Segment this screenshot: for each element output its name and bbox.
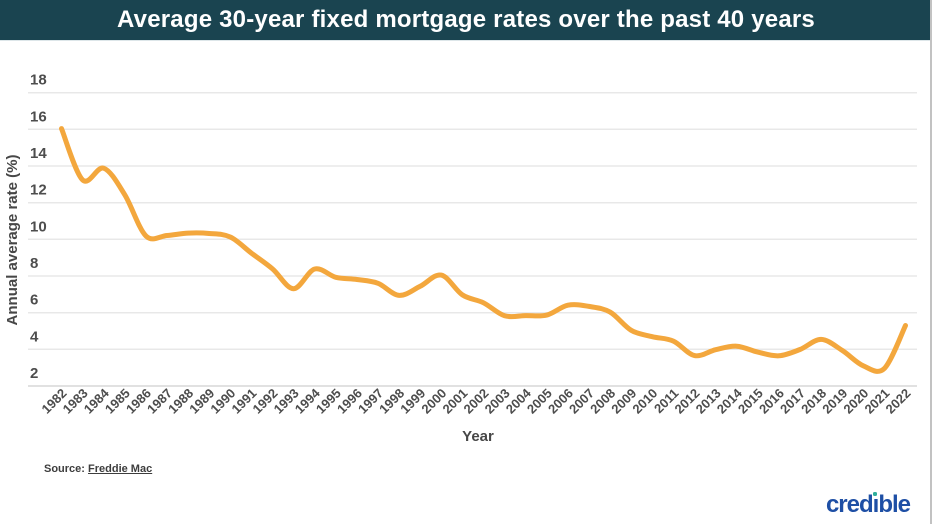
- y-tick-label: 2: [30, 365, 38, 382]
- chart-title-text: Average 30-year fixed mortgage rates ove…: [117, 6, 815, 33]
- logo-letter-i: ı: [872, 491, 880, 518]
- y-axis-title: Annual average rate (%): [4, 155, 21, 326]
- source-link[interactable]: Freddie Mac: [88, 463, 153, 475]
- rate-line-series: [59, 126, 908, 374]
- y-tick-label: 6: [30, 292, 38, 309]
- y-tick-label: 10: [30, 218, 47, 235]
- y-tick-label: 16: [30, 108, 47, 125]
- y-tick-label: 8: [30, 255, 38, 272]
- page-right-border: [930, 0, 932, 524]
- x-tick-label: 2022: [883, 386, 914, 417]
- y-tick-label: 14: [30, 145, 47, 162]
- logo-text-part: cred: [825, 491, 874, 518]
- source-label: Source:: [44, 463, 89, 475]
- logo-text-part: ble: [878, 491, 911, 518]
- x-axis-title: Year: [462, 428, 494, 445]
- logo-i-dot: [873, 492, 878, 496]
- credible-logo: credı ble: [825, 491, 911, 519]
- source-note: Source: Freddie Mac: [44, 463, 152, 475]
- y-tick-label: 4: [30, 328, 39, 345]
- chart-title: Average 30-year fixed mortgage rates ove…: [0, 0, 932, 41]
- y-tick-label: 18: [30, 72, 47, 89]
- y-tick-label: 12: [30, 182, 47, 199]
